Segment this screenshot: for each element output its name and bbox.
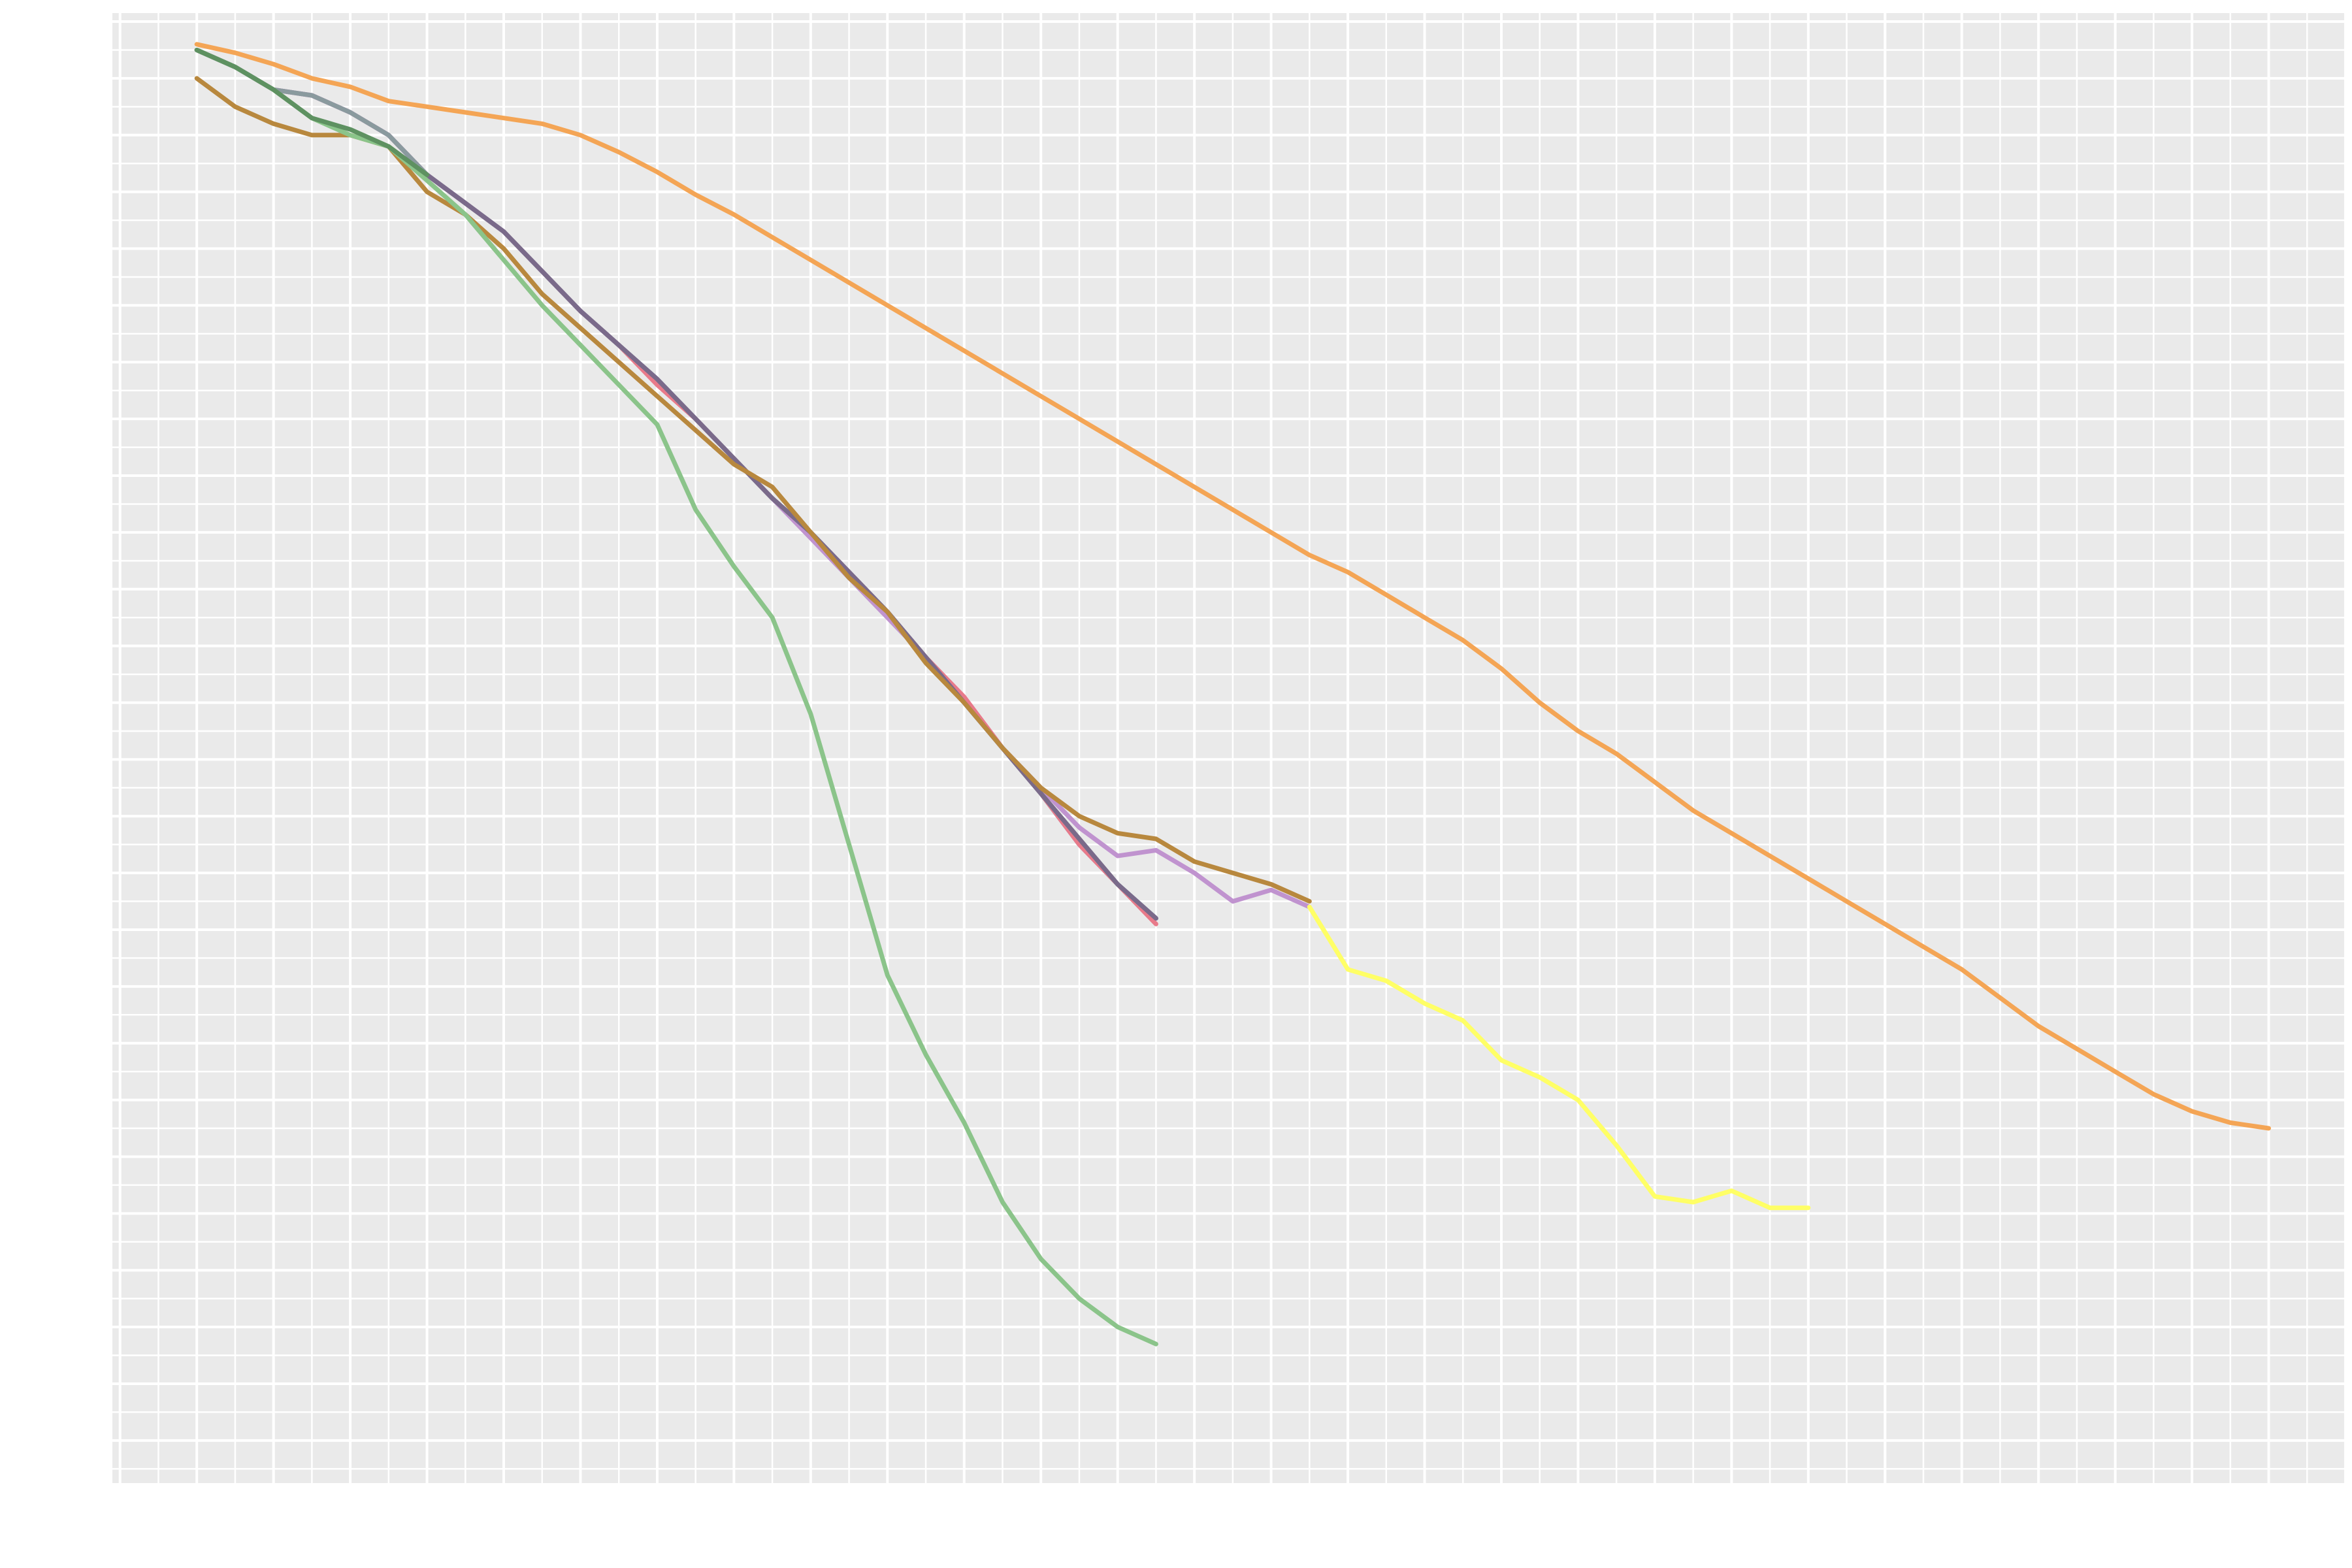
plot-background — [112, 13, 2345, 1483]
series-lines — [194, 42, 2271, 1347]
series-line-9 — [194, 48, 1158, 1347]
series-line-10 — [194, 48, 430, 178]
series-line-7 — [1307, 904, 1811, 1211]
series-line-6 — [425, 172, 1158, 921]
series-line-1 — [194, 42, 2271, 1131]
